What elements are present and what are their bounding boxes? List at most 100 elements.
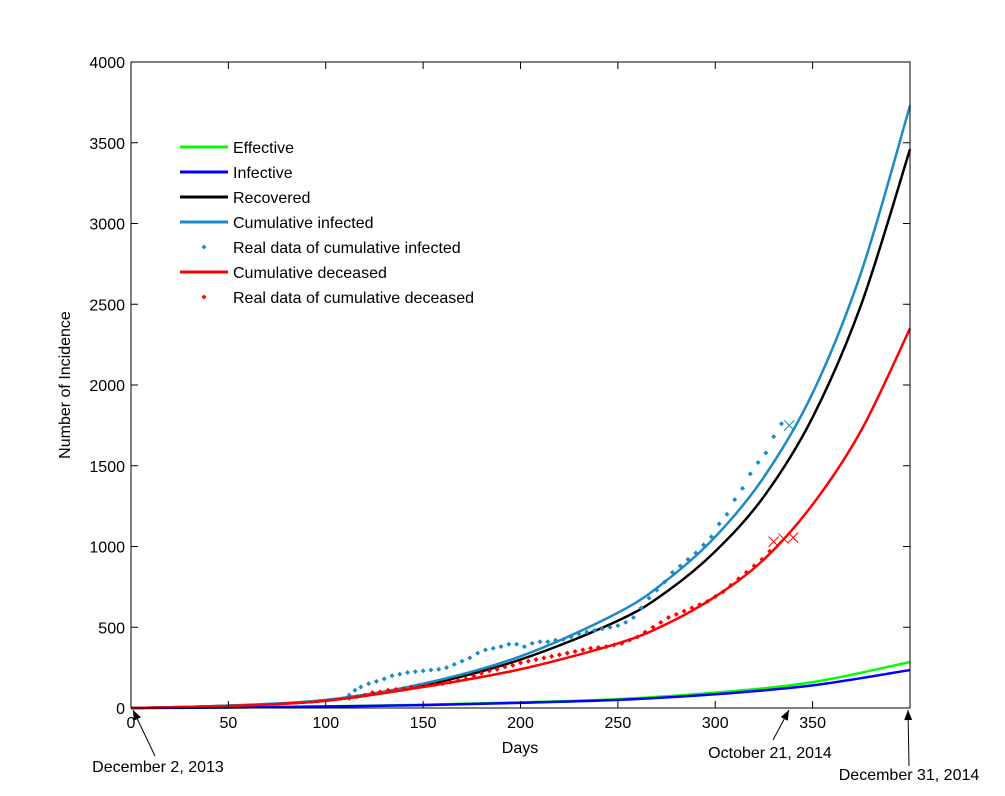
x-tick-label: 100 <box>312 715 339 732</box>
data-point <box>751 563 757 569</box>
x-tick-label: 150 <box>410 715 437 732</box>
data-point <box>412 669 418 675</box>
data-point <box>428 667 434 673</box>
data-point <box>630 615 636 621</box>
data-point <box>401 686 407 692</box>
data-point <box>654 587 660 593</box>
data-point <box>743 569 749 575</box>
data-point <box>529 640 535 646</box>
data-point <box>389 673 395 679</box>
plot-area <box>130 105 912 710</box>
y-tick-label: 0 <box>116 701 125 718</box>
data-point <box>716 521 722 527</box>
data-point <box>346 692 352 698</box>
data-point <box>592 627 598 633</box>
data-point <box>638 605 644 611</box>
legend-entry: Cumulative infected <box>180 215 374 232</box>
annotations: December 2, 2013 October 21, 2014 December… <box>92 709 979 784</box>
legend-label: Cumulative infected <box>233 215 374 232</box>
data-point <box>646 595 652 601</box>
data-point <box>369 690 375 696</box>
data-point <box>408 684 414 690</box>
legend-marker <box>201 244 207 250</box>
y-tick-label: 1500 <box>89 459 125 476</box>
data-point <box>451 661 457 667</box>
data-point <box>576 631 582 637</box>
data-point <box>736 576 742 582</box>
axes: 0 50 100 150 200 250 300 3500500100015002000250… <box>89 55 911 732</box>
data-point <box>704 598 710 604</box>
legend-entry: Infective <box>180 165 293 182</box>
data-point <box>393 686 399 692</box>
x-tick-label: 50 <box>219 715 237 732</box>
data-point <box>545 639 551 645</box>
data-point <box>720 589 726 595</box>
data-point <box>697 602 703 608</box>
legend-label: Real data of cumulative deceased <box>233 290 474 307</box>
data-point <box>447 679 453 685</box>
data-point <box>595 644 601 650</box>
data-point <box>482 647 488 653</box>
data-point <box>358 684 364 690</box>
annotation-arrow-head <box>133 710 141 721</box>
data-point <box>642 629 648 635</box>
data-point <box>740 485 746 491</box>
data-point <box>615 623 621 629</box>
data-point <box>537 639 543 645</box>
data-point <box>463 676 469 682</box>
cross-marker <box>787 532 799 543</box>
legend-label: Infective <box>233 165 293 182</box>
data-point <box>366 681 372 687</box>
series-8-crosses <box>768 532 799 548</box>
data-point <box>494 666 500 672</box>
data-point <box>510 662 516 668</box>
data-point <box>712 594 718 600</box>
annotation-arrow-head <box>904 710 913 721</box>
data-point <box>362 692 368 698</box>
series-4-points <box>346 421 784 698</box>
y-tick-label: 1000 <box>89 540 125 557</box>
data-point <box>673 611 679 617</box>
data-point <box>611 642 617 648</box>
data-point <box>556 652 562 658</box>
data-point <box>518 660 523 666</box>
cross-marker <box>783 420 795 431</box>
data-point <box>627 637 633 643</box>
data-point <box>669 569 675 575</box>
y-tick-label: 2500 <box>89 297 125 314</box>
annotation: December 31, 2014 <box>839 709 979 784</box>
data-point <box>623 619 629 625</box>
x-tick-label: 0 <box>127 715 136 732</box>
data-point <box>525 658 531 664</box>
data-point <box>658 619 664 625</box>
data-point <box>373 678 379 684</box>
data-point <box>599 626 605 632</box>
data-point <box>502 664 508 670</box>
data-point <box>475 650 481 656</box>
data-point <box>572 648 578 654</box>
data-point <box>506 641 512 647</box>
data-point <box>455 678 461 684</box>
annotation: October 21, 2014 <box>708 709 832 762</box>
data-point <box>747 471 753 477</box>
annotation: December 2, 2013 <box>92 709 224 776</box>
data-point <box>778 421 784 427</box>
data-point <box>549 653 555 659</box>
legend-entry: Effective <box>180 140 294 157</box>
series-7-crosses <box>783 420 795 431</box>
annotation-label: October 21, 2014 <box>708 745 832 762</box>
y-axis-label: Number of Incidence <box>57 311 74 459</box>
data-point <box>759 556 765 562</box>
data-point <box>385 687 391 693</box>
y-tick-label: 3000 <box>89 217 125 234</box>
data-point <box>564 650 570 656</box>
data-point <box>767 548 773 554</box>
data-point <box>732 497 738 503</box>
data-point <box>755 460 761 466</box>
data-point <box>416 683 422 689</box>
data-point <box>486 668 492 674</box>
x-axis-label: Days <box>502 740 538 757</box>
data-point <box>498 644 504 650</box>
data-point <box>443 665 449 671</box>
